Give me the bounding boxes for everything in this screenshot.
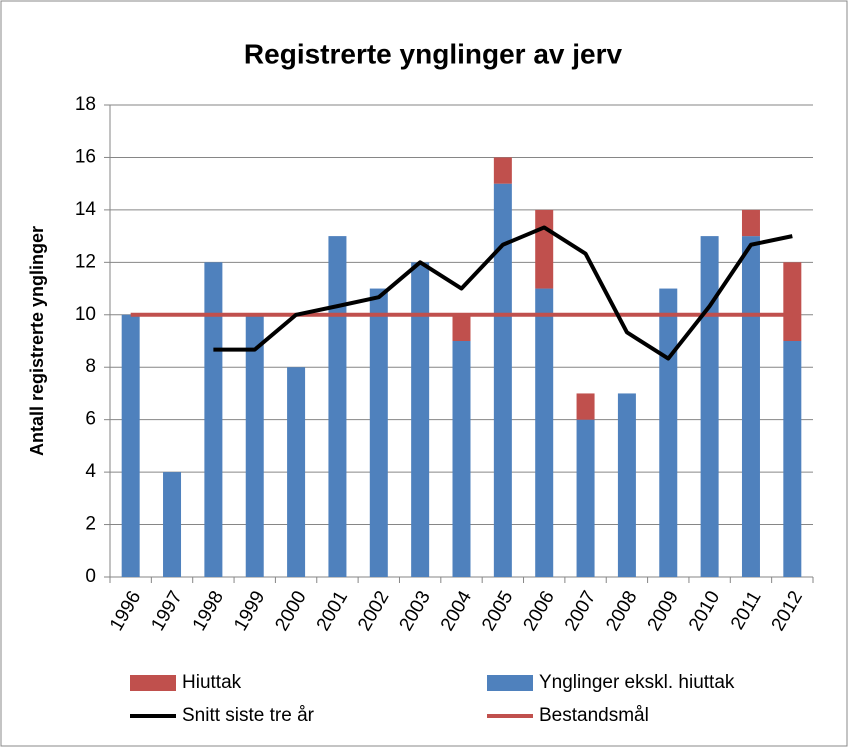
bar-segment — [783, 262, 802, 341]
bar-segment — [411, 262, 430, 577]
bar-segment — [452, 341, 471, 577]
legend-swatch — [487, 675, 533, 691]
y-tick-label: 12 — [75, 251, 96, 272]
legend-label: Ynglinger ekskl. hiuttak — [539, 672, 735, 693]
bar-segment — [659, 288, 678, 577]
legend-label: Bestandsmål — [539, 705, 649, 726]
y-tick-label: 0 — [85, 566, 96, 587]
y-tick-label: 2 — [85, 514, 96, 535]
y-tick-label: 8 — [85, 356, 96, 377]
bar-segment — [535, 209, 554, 289]
bar-segment — [121, 314, 140, 577]
bar-segment — [535, 288, 554, 577]
bar-segment — [741, 209, 760, 237]
bar-segment — [617, 393, 636, 577]
y-tick-label: 18 — [75, 94, 96, 115]
y-tick-label: 4 — [85, 461, 96, 482]
y-tick-label: 14 — [75, 199, 97, 220]
bar-segment — [493, 157, 512, 184]
bar-segment — [245, 314, 264, 577]
y-tick-label: 16 — [75, 146, 96, 167]
bar-segment — [783, 341, 802, 577]
bar-segment — [369, 288, 388, 577]
legend-swatch — [130, 675, 176, 691]
y-tick-label: 6 — [85, 409, 96, 430]
bar-segment — [700, 236, 719, 577]
bar-segment — [163, 472, 182, 577]
y-axis-label: Antall registrerte ynglinger — [27, 226, 47, 456]
bar-segment — [576, 419, 595, 577]
average-line — [213, 225, 793, 361]
bar-segment — [576, 393, 595, 420]
bar-segment — [287, 367, 306, 577]
chart-title: Registrerte ynglinger av jerv — [244, 38, 623, 69]
y-tick-label: 10 — [75, 304, 96, 325]
bar-segment — [328, 236, 347, 577]
bar-segment — [493, 183, 512, 577]
bar-segment — [452, 314, 471, 341]
bar-segment — [741, 236, 760, 577]
legend-label: Hiuttak — [182, 672, 242, 693]
legend-label: Snitt siste tre år — [182, 705, 315, 726]
bar-segment — [204, 262, 223, 577]
